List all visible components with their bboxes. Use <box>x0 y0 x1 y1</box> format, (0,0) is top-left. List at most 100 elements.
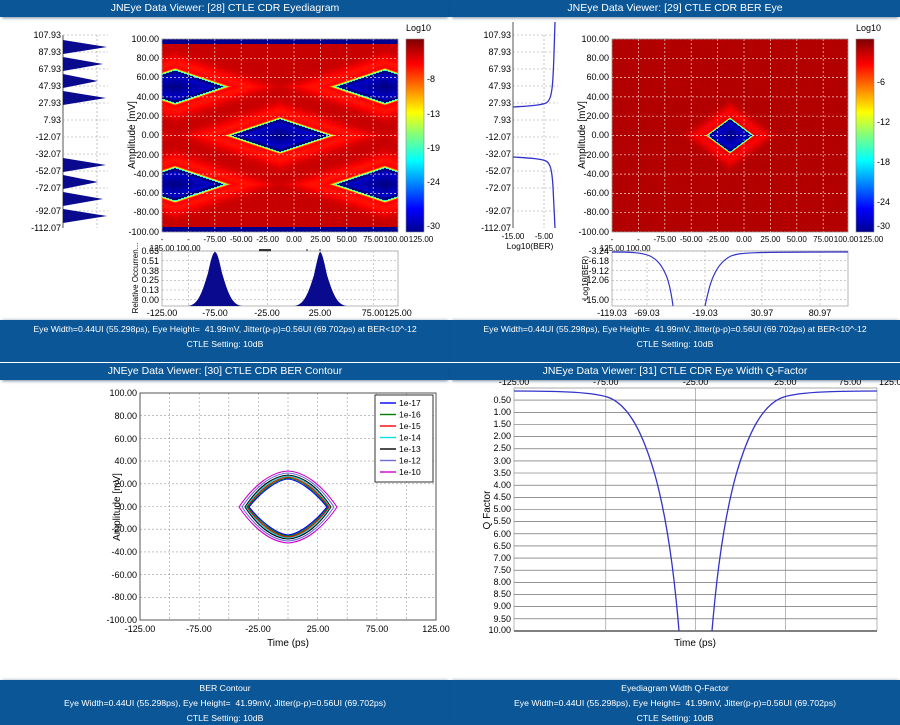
svg-text:-80.00: -80.00 <box>583 207 609 217</box>
svg-text:1.00: 1.00 <box>493 407 511 417</box>
svg-text:80.00: 80.00 <box>586 53 609 63</box>
svg-text:0.00: 0.00 <box>591 130 609 140</box>
svg-text:75.00: 75.00 <box>839 380 862 387</box>
svg-text:-100.00: -100.00 <box>128 227 159 237</box>
svg-text:40.00: 40.00 <box>586 92 609 102</box>
svg-text:1e-16: 1e-16 <box>399 410 421 420</box>
svg-text:-125.00: -125.00 <box>499 380 530 387</box>
svg-text:Relative Occurren...: Relative Occurren... <box>131 243 140 314</box>
svg-text:1e-14: 1e-14 <box>399 433 421 443</box>
svg-text:-25.00: -25.00 <box>706 235 729 244</box>
svg-text:0.13: 0.13 <box>141 285 159 295</box>
svg-text:-: - <box>611 235 614 244</box>
svg-text:1e-17: 1e-17 <box>399 398 421 408</box>
svg-text:-75.00: -75.00 <box>653 235 676 244</box>
svg-text:125.00: 125.00 <box>422 624 450 634</box>
svg-text:8.50: 8.50 <box>493 589 511 599</box>
svg-text:30.97: 30.97 <box>751 308 774 318</box>
svg-text:75.00: 75.00 <box>813 235 834 244</box>
svg-text:-13: -13 <box>427 109 440 119</box>
svg-text:-80.00: -80.00 <box>133 207 159 217</box>
svg-text:100.00: 100.00 <box>109 388 137 398</box>
svg-text:25.00: 25.00 <box>309 308 332 318</box>
svg-text:0.00: 0.00 <box>286 235 302 244</box>
svg-text:80.00: 80.00 <box>136 53 159 63</box>
svg-text:100.00: 100.00 <box>626 244 651 253</box>
svg-text:0.51: 0.51 <box>141 256 159 266</box>
svg-text:-60.00: -60.00 <box>111 570 137 580</box>
svg-text:1e-10: 1e-10 <box>399 467 421 477</box>
svg-text:Q Factor: Q Factor <box>482 490 493 530</box>
svg-text:60.00: 60.00 <box>586 72 609 82</box>
svg-text:75.00: 75.00 <box>366 624 389 634</box>
svg-text:100.00: 100.00 <box>834 235 859 244</box>
svg-text:-: - <box>637 235 640 244</box>
svg-text:-25.00: -25.00 <box>254 308 280 318</box>
svg-text:20.00: 20.00 <box>136 111 159 121</box>
svg-text:Amplitude [mV]: Amplitude [mV] <box>127 101 138 169</box>
svg-text:Log10(BER): Log10(BER) <box>581 256 590 300</box>
svg-text:-75.00: -75.00 <box>203 235 226 244</box>
svg-text:6.00: 6.00 <box>493 529 511 539</box>
svg-text:0.50: 0.50 <box>493 395 511 405</box>
svg-text:-50.00: -50.00 <box>680 235 703 244</box>
svg-text:0.00: 0.00 <box>141 130 159 140</box>
svg-text:Time (ps): Time (ps) <box>267 638 309 649</box>
svg-text:125.00: 125.00 <box>879 380 900 387</box>
svg-text:75.00: 75.00 <box>362 308 385 318</box>
svg-text:-125.00: -125.00 <box>125 624 156 634</box>
svg-text:-24: -24 <box>877 197 890 207</box>
svg-text:5.00: 5.00 <box>493 504 511 514</box>
svg-text:25.00: 25.00 <box>310 235 331 244</box>
svg-text:25.00: 25.00 <box>774 380 797 387</box>
svg-text:60.00: 60.00 <box>136 72 159 82</box>
svg-text:1e-12: 1e-12 <box>399 456 421 466</box>
svg-text:-12: -12 <box>877 117 890 127</box>
svg-text:0.63: 0.63 <box>141 246 159 256</box>
svg-text:3.50: 3.50 <box>493 468 511 478</box>
svg-text:10.00: 10.00 <box>488 625 511 635</box>
svg-text:7.00: 7.00 <box>493 553 511 563</box>
svg-text:-18: -18 <box>877 157 890 167</box>
svg-text:-40.00: -40.00 <box>133 169 159 179</box>
svg-text:125.00: 125.00 <box>409 235 434 244</box>
svg-text:-100.00: -100.00 <box>578 227 609 237</box>
svg-text:1.50: 1.50 <box>493 419 511 429</box>
svg-text:0.25: 0.25 <box>141 275 159 285</box>
svg-text:6.50: 6.50 <box>493 541 511 551</box>
svg-text:-50.00: -50.00 <box>230 235 253 244</box>
svg-text:Log10: Log10 <box>406 23 431 33</box>
svg-text:Amplitude [mV]: Amplitude [mV] <box>577 101 588 169</box>
svg-text:25.00: 25.00 <box>760 235 781 244</box>
svg-text:-: - <box>161 235 164 244</box>
svg-text:-60.00: -60.00 <box>133 188 159 198</box>
svg-text:-6: -6 <box>877 77 885 87</box>
svg-text:Log10: Log10 <box>856 23 881 33</box>
svg-text:-30: -30 <box>877 221 890 231</box>
svg-text:-75.00: -75.00 <box>186 624 212 634</box>
svg-text:Time (ps): Time (ps) <box>674 638 716 649</box>
svg-text:9.50: 9.50 <box>493 614 511 624</box>
svg-text:-3.24: -3.24 <box>588 246 609 256</box>
svg-text:4.00: 4.00 <box>493 480 511 490</box>
svg-text:20.00: 20.00 <box>586 111 609 121</box>
svg-text:5.50: 5.50 <box>493 516 511 526</box>
svg-text:0.00: 0.00 <box>736 235 752 244</box>
svg-text:0.00: 0.00 <box>141 295 159 305</box>
svg-text:25.00: 25.00 <box>307 624 330 634</box>
svg-text:Amplitude [mV]: Amplitude [mV] <box>112 473 123 541</box>
svg-text:-8: -8 <box>427 74 435 84</box>
svg-text:50.00: 50.00 <box>337 235 358 244</box>
svg-text:-25.00: -25.00 <box>683 380 709 387</box>
svg-text:40.00: 40.00 <box>114 456 137 466</box>
svg-text:125.00: 125.00 <box>384 308 412 318</box>
svg-text:-75.00: -75.00 <box>202 308 228 318</box>
svg-text:4.50: 4.50 <box>493 492 511 502</box>
svg-text:125.00: 125.00 <box>859 235 884 244</box>
svg-text:100.00: 100.00 <box>176 244 201 253</box>
svg-text:-119.03: -119.03 <box>597 308 627 318</box>
svg-text:2.00: 2.00 <box>493 431 511 441</box>
svg-text:9.00: 9.00 <box>493 601 511 611</box>
svg-text:-25.00: -25.00 <box>245 624 271 634</box>
svg-text:-125.00: -125.00 <box>147 308 178 318</box>
